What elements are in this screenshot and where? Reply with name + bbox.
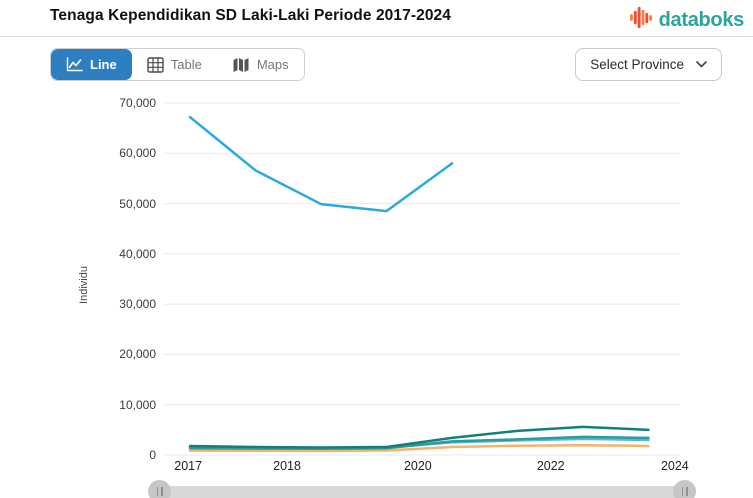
tab-line[interactable]: Line: [51, 49, 132, 80]
y-tick-label: 0: [149, 448, 156, 462]
databoks-wordmark: databoks: [658, 8, 745, 31]
y-tick-label: 50,000: [119, 196, 156, 211]
y-tick-label: 10,000: [119, 397, 156, 412]
y-tick-label: 30,000: [119, 297, 156, 312]
navigator-track[interactable]: [160, 486, 692, 498]
y-axis-title: Individu: [78, 266, 90, 304]
line-chart-icon: [66, 57, 83, 72]
tab-table-label: Table: [170, 57, 202, 72]
page-title: Tenaga Kependidikan SD Laki-Laki Periode…: [50, 7, 451, 24]
tab-maps[interactable]: Maps: [217, 49, 304, 80]
x-tick-label: 2018: [273, 459, 301, 473]
line-chart-svg: [165, 102, 680, 456]
province-select-label: Select Province: [590, 57, 684, 72]
y-tick-label: 70,000: [119, 96, 156, 110]
navigator-right-handle[interactable]: [673, 480, 696, 498]
series-orange[interactable]: [188, 443, 650, 453]
y-tick-label: 40,000: [119, 246, 156, 261]
folded-map-icon: [232, 57, 250, 73]
chart-type-tabs: Line Table Maps: [50, 48, 305, 81]
navigator-left-handle[interactable]: [148, 480, 171, 498]
series-teal[interactable]: [188, 435, 650, 450]
x-tick-label: 2022: [536, 459, 565, 473]
x-axis-labels: 2017 2018 2020 2022 2024: [165, 459, 688, 477]
plot-area: [165, 95, 680, 457]
province-select-dropdown[interactable]: Select Province: [575, 48, 722, 81]
series-main-blue[interactable]: [188, 115, 454, 213]
tab-line-label: Line: [90, 57, 117, 72]
table-grid-icon: [147, 56, 164, 73]
header-divider: [0, 36, 753, 37]
x-tick-label: 2020: [403, 459, 432, 473]
y-tick-label: 60,000: [119, 146, 156, 161]
x-tick-label: 2017: [174, 459, 203, 473]
series-dark-teal[interactable]: [188, 425, 650, 449]
y-tick-label: 20,000: [119, 347, 156, 362]
y-axis-labels: 70,000 60,000 50,000 40,000 30,000 20,000 10,0…: [96, 95, 156, 462]
tab-table[interactable]: Table: [132, 49, 217, 80]
x-tick-label: 2024: [660, 459, 689, 473]
databoks-logo: databoks: [629, 5, 745, 35]
tab-maps-label: Maps: [256, 57, 289, 72]
chevron-down-icon: [696, 61, 707, 68]
databoks-bars-icon: [629, 5, 655, 35]
